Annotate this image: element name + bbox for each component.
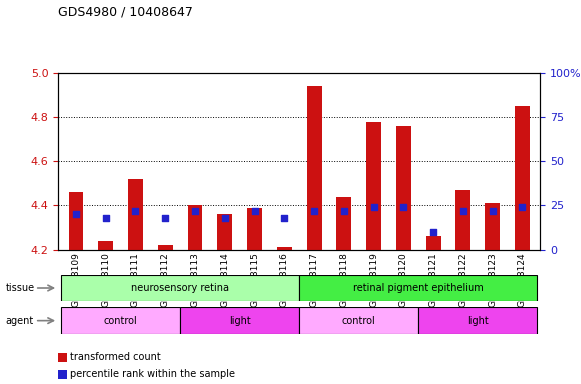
Point xyxy=(458,208,468,214)
Text: control: control xyxy=(342,316,376,326)
Point xyxy=(429,229,438,235)
Text: neurosensory retina: neurosensory retina xyxy=(131,283,229,293)
FancyBboxPatch shape xyxy=(61,307,180,334)
Text: light: light xyxy=(467,316,489,326)
Text: light: light xyxy=(229,316,250,326)
Text: control: control xyxy=(104,316,138,326)
Bar xyxy=(307,86,321,250)
Bar xyxy=(336,197,352,250)
Text: tissue: tissue xyxy=(6,283,35,293)
FancyBboxPatch shape xyxy=(180,307,299,334)
Point xyxy=(339,208,349,214)
Point xyxy=(101,215,110,221)
Text: agent: agent xyxy=(6,316,34,326)
FancyBboxPatch shape xyxy=(418,307,537,334)
Point xyxy=(131,208,140,214)
Text: retinal pigment epithelium: retinal pigment epithelium xyxy=(353,283,483,293)
Bar xyxy=(158,245,173,250)
Text: GDS4980 / 10408647: GDS4980 / 10408647 xyxy=(58,6,193,19)
Point xyxy=(250,208,259,214)
FancyBboxPatch shape xyxy=(299,307,418,334)
Bar xyxy=(366,121,381,250)
Bar xyxy=(277,247,292,250)
FancyBboxPatch shape xyxy=(61,275,299,301)
Bar xyxy=(515,106,530,250)
Bar xyxy=(456,190,471,250)
Bar xyxy=(485,203,500,250)
FancyBboxPatch shape xyxy=(299,275,537,301)
Bar xyxy=(98,241,113,250)
Point xyxy=(488,208,497,214)
Bar xyxy=(69,192,84,250)
Point xyxy=(160,215,170,221)
Point xyxy=(518,204,527,210)
Point xyxy=(369,204,378,210)
Text: percentile rank within the sample: percentile rank within the sample xyxy=(70,369,235,379)
Bar xyxy=(217,214,232,250)
Text: transformed count: transformed count xyxy=(70,352,160,362)
Point xyxy=(399,204,408,210)
Bar xyxy=(128,179,143,250)
Bar xyxy=(426,236,440,250)
Point xyxy=(220,215,229,221)
Bar xyxy=(188,205,202,250)
Point xyxy=(279,215,289,221)
Bar xyxy=(247,208,262,250)
Point xyxy=(191,208,200,214)
Point xyxy=(71,211,81,217)
Point xyxy=(310,208,319,214)
Bar xyxy=(396,126,411,250)
